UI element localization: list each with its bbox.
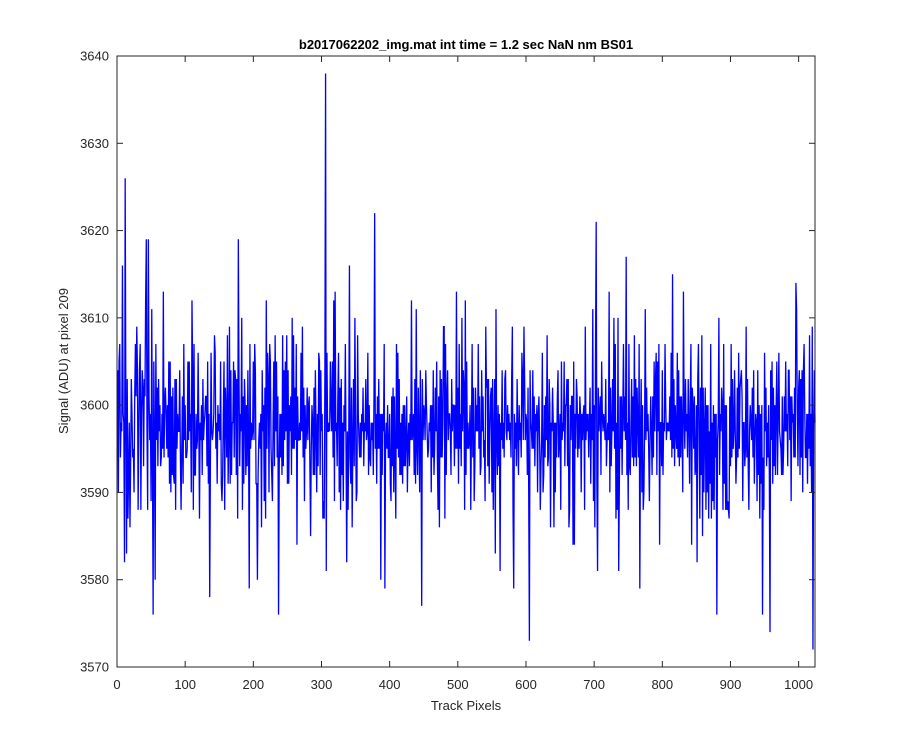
series-line [117,73,816,650]
x-tick-label: 600 [515,677,537,692]
y-tick-label: 3620 [80,223,109,238]
y-tick-label: 3580 [80,572,109,587]
y-tick-label: 3570 [80,660,109,675]
y-axis-label: Signal (ADU) at pixel 209 [56,288,71,434]
x-tick-label: 900 [720,677,742,692]
y-tick-label: 3600 [80,398,109,413]
x-tick-label: 500 [447,677,469,692]
x-tick-label: 1000 [784,677,813,692]
y-tick-label: 3590 [80,485,109,500]
x-tick-label: 700 [583,677,605,692]
y-tick-label: 3630 [80,136,109,151]
plot-frame [116,55,816,668]
data-layer [117,73,816,650]
y-tick-label: 3610 [80,310,109,325]
x-tick-label: 300 [311,677,333,692]
chart-title: b2017062202_img.mat int time = 1.2 sec N… [299,37,633,52]
x-tick-label: 200 [242,677,264,692]
tick-layer: 0 100 200 300 400 500 600 700 800 900 1000 3570 3580… [80,49,815,692]
x-tick-label: 0 [113,677,120,692]
x-tick-label: 100 [174,677,196,692]
x-tick-label: 400 [379,677,401,692]
x-tick-label: 800 [651,677,673,692]
y-tick-label: 3640 [80,49,109,64]
x-axis-label: Track Pixels [431,698,502,713]
